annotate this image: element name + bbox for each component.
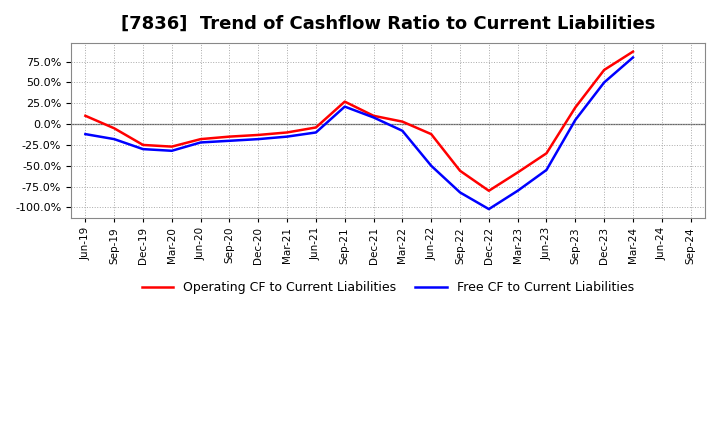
Free CF to Current Liabilities: [341, 104, 349, 109]
Free CF to Current Liabilities: [254, 136, 263, 142]
Free CF to Current Liabilities: [600, 80, 608, 85]
Free CF to Current Liabilities: [168, 148, 176, 154]
Free CF to Current Liabilities: [427, 163, 436, 169]
Operating CF to Current Liabilities: [398, 119, 407, 124]
Free CF to Current Liabilities: [197, 140, 205, 145]
Free CF to Current Liabilities: [312, 130, 320, 135]
Operating CF to Current Liabilities: [312, 125, 320, 130]
Free CF to Current Liabilities: [398, 128, 407, 133]
Operating CF to Current Liabilities: [427, 132, 436, 137]
Title: [7836]  Trend of Cashflow Ratio to Current Liabilities: [7836] Trend of Cashflow Ratio to Curren…: [121, 15, 655, 33]
Legend: Operating CF to Current Liabilities, Free CF to Current Liabilities: Operating CF to Current Liabilities, Fre…: [138, 276, 639, 299]
Operating CF to Current Liabilities: [341, 99, 349, 104]
Operating CF to Current Liabilities: [629, 49, 637, 54]
Free CF to Current Liabilities: [485, 206, 493, 212]
Operating CF to Current Liabilities: [369, 113, 378, 118]
Free CF to Current Liabilities: [513, 188, 522, 194]
Operating CF to Current Liabilities: [197, 136, 205, 142]
Operating CF to Current Liabilities: [225, 134, 234, 139]
Free CF to Current Liabilities: [283, 134, 292, 139]
Operating CF to Current Liabilities: [571, 105, 580, 110]
Operating CF to Current Liabilities: [168, 144, 176, 149]
Line: Free CF to Current Liabilities: Free CF to Current Liabilities: [86, 58, 633, 209]
Free CF to Current Liabilities: [629, 55, 637, 60]
Free CF to Current Liabilities: [139, 147, 148, 152]
Operating CF to Current Liabilities: [254, 132, 263, 138]
Operating CF to Current Liabilities: [542, 150, 551, 156]
Free CF to Current Liabilities: [110, 136, 119, 142]
Free CF to Current Liabilities: [225, 138, 234, 143]
Operating CF to Current Liabilities: [110, 126, 119, 131]
Operating CF to Current Liabilities: [81, 113, 90, 118]
Line: Operating CF to Current Liabilities: Operating CF to Current Liabilities: [86, 51, 633, 191]
Operating CF to Current Liabilities: [600, 67, 608, 73]
Operating CF to Current Liabilities: [139, 142, 148, 147]
Free CF to Current Liabilities: [81, 132, 90, 137]
Free CF to Current Liabilities: [571, 117, 580, 123]
Free CF to Current Liabilities: [542, 167, 551, 172]
Operating CF to Current Liabilities: [513, 170, 522, 175]
Free CF to Current Liabilities: [369, 115, 378, 120]
Operating CF to Current Liabilities: [283, 130, 292, 135]
Operating CF to Current Liabilities: [456, 168, 464, 173]
Free CF to Current Liabilities: [456, 190, 464, 195]
Operating CF to Current Liabilities: [485, 188, 493, 194]
